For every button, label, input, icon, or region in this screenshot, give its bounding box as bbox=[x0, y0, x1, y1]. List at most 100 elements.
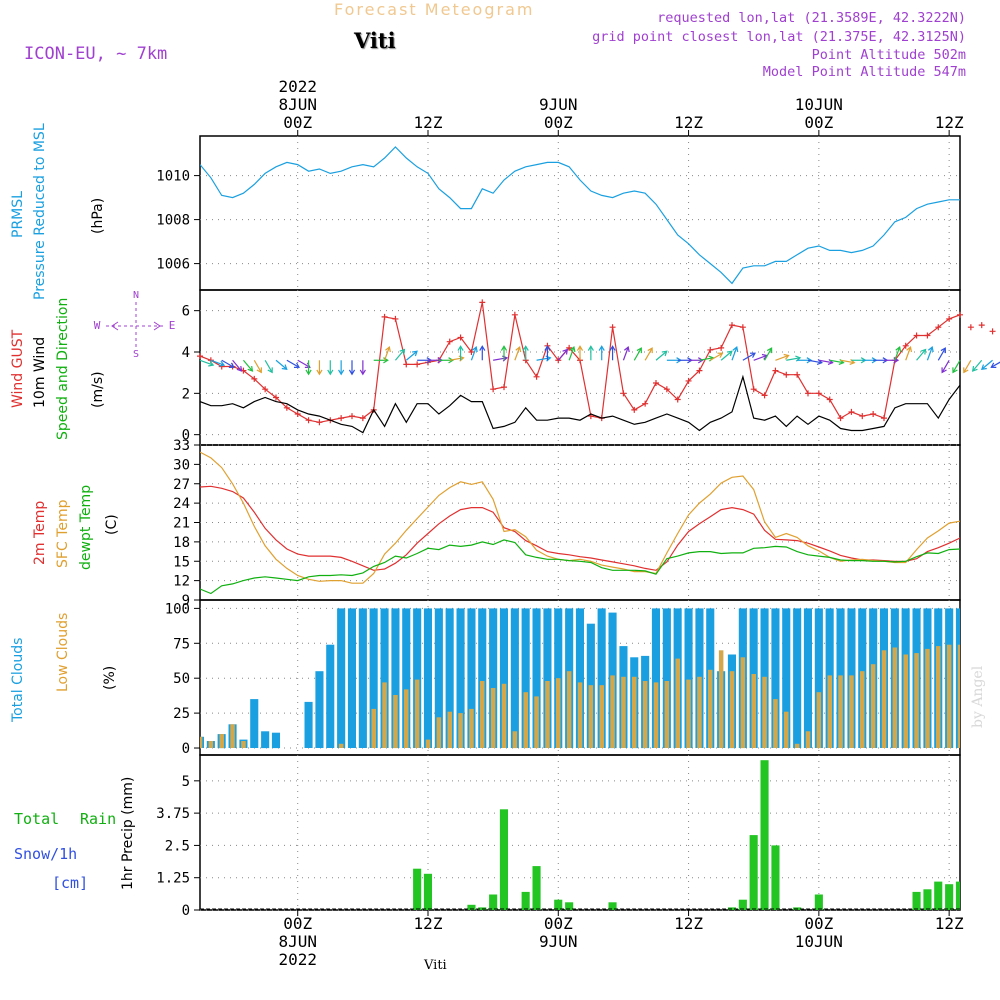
precip-snow-label: Snow/1h bbox=[14, 845, 78, 863]
gust-marker bbox=[935, 324, 942, 331]
low-clouds-bar bbox=[382, 682, 387, 748]
low-clouds-bar bbox=[838, 675, 843, 748]
rain-bar bbox=[738, 899, 747, 910]
gust-marker bbox=[197, 353, 203, 360]
wind-arrow bbox=[952, 359, 961, 373]
2m Temp-line bbox=[200, 485, 960, 571]
precip-total-label: Total bbox=[14, 810, 60, 828]
wind-arrow bbox=[926, 346, 933, 361]
low-clouds-bar bbox=[523, 692, 528, 749]
wind-arrow-head bbox=[749, 352, 756, 358]
time-label: 10JUN bbox=[795, 95, 843, 114]
y-tick-label: 0 bbox=[182, 903, 190, 919]
gust-marker bbox=[468, 349, 475, 355]
wind-arrow bbox=[840, 359, 855, 364]
rain-bar bbox=[489, 894, 498, 910]
wind-arrow-head bbox=[457, 345, 464, 351]
low-clouds-bar bbox=[632, 676, 637, 748]
wind-arrow bbox=[622, 346, 629, 361]
point-altitude: Point Altitude 502m bbox=[811, 47, 966, 63]
time-label: 2022 bbox=[278, 950, 317, 969]
low-clouds-bar bbox=[849, 675, 854, 748]
wind-arrow-head bbox=[267, 367, 273, 374]
total-clouds-bar bbox=[543, 608, 552, 748]
low-clouds-bar bbox=[751, 674, 756, 748]
wind-arrow-head bbox=[293, 362, 300, 368]
low-clouds-bar bbox=[219, 734, 224, 749]
y-tick-label: 3.75 bbox=[156, 806, 190, 822]
wind-arrow bbox=[264, 359, 273, 373]
wind-arrow-head bbox=[609, 345, 616, 351]
low-clouds-bar bbox=[512, 731, 518, 749]
gust-marker bbox=[631, 406, 638, 413]
low-clouds-bar bbox=[794, 743, 800, 748]
wind-arrow bbox=[655, 350, 668, 361]
gust-marker bbox=[696, 367, 703, 374]
total-clouds-bar bbox=[978, 608, 986, 748]
time-label: 9JUN bbox=[539, 932, 578, 951]
gust-marker bbox=[392, 315, 399, 322]
low-clouds-bar bbox=[447, 711, 452, 748]
pressure-panel: 1006 1008 1010 bbox=[156, 135, 961, 291]
gust-marker bbox=[957, 311, 963, 318]
gust-marker bbox=[848, 408, 855, 415]
low-clouds-bar bbox=[827, 675, 832, 748]
wind-arrow-head bbox=[338, 369, 345, 376]
total-clouds-bar bbox=[271, 732, 280, 749]
time-label: 12Z bbox=[935, 914, 964, 933]
rain-bar bbox=[608, 902, 617, 910]
low-clouds-bar bbox=[577, 682, 583, 748]
time-label: 10JUN bbox=[795, 932, 843, 951]
total-clouds-bar bbox=[499, 608, 508, 748]
wind-arrow-head bbox=[316, 369, 323, 376]
panel-frame bbox=[199, 135, 961, 291]
low-clouds-bar bbox=[686, 679, 691, 748]
model-label: ICON-EU, ~ 7km bbox=[24, 44, 168, 64]
time-label: 12Z bbox=[674, 914, 703, 933]
y-tick-label: 2.5 bbox=[165, 838, 190, 854]
low-clouds-bar bbox=[566, 671, 572, 748]
wind-arrow bbox=[709, 352, 723, 361]
compass-arrow-left bbox=[111, 321, 119, 331]
y-tick-label: 1.25 bbox=[156, 871, 190, 887]
time-label: 12Z bbox=[674, 113, 703, 132]
low-clouds-bar bbox=[925, 648, 930, 748]
rain-bar bbox=[760, 760, 769, 910]
time-label: 8JUN bbox=[278, 95, 317, 114]
total-clouds-bar bbox=[521, 608, 530, 748]
total-clouds-bar bbox=[423, 608, 432, 748]
low-clouds-bar bbox=[556, 678, 561, 748]
wind-arrow-head bbox=[963, 367, 969, 374]
gust-marker bbox=[446, 338, 453, 345]
rain-bar bbox=[814, 894, 823, 910]
wind-arrow-head bbox=[766, 347, 773, 354]
rain-bar bbox=[413, 868, 422, 910]
low-clouds-bar bbox=[990, 645, 995, 748]
wind-arrow bbox=[210, 359, 225, 366]
y-tick-label: 0 bbox=[182, 428, 190, 444]
rain-bar bbox=[771, 845, 780, 910]
wind-arrow-head bbox=[515, 346, 522, 353]
low-clouds-bar bbox=[892, 647, 898, 748]
gust-marker bbox=[620, 390, 627, 397]
footer-location: Viti bbox=[424, 958, 447, 973]
wind-arrow bbox=[275, 359, 288, 370]
gust-marker bbox=[381, 313, 388, 320]
gust-marker bbox=[707, 346, 714, 353]
wind-arrow bbox=[449, 357, 464, 361]
low-clouds-bar bbox=[371, 708, 376, 748]
time-label: 00Z bbox=[544, 914, 573, 933]
total-clouds-bar bbox=[445, 608, 454, 748]
clouds-panel: 0 25 50 75 100 bbox=[165, 599, 995, 757]
total-clouds-bar bbox=[478, 608, 487, 748]
location-title: Viti bbox=[354, 28, 396, 53]
gust-marker bbox=[359, 415, 366, 422]
gust-marker bbox=[870, 411, 877, 417]
rain-bar bbox=[934, 881, 943, 910]
total-clouds-bar bbox=[967, 608, 975, 748]
gust-marker bbox=[761, 392, 768, 399]
total-clouds-bar bbox=[315, 671, 324, 748]
wind-arrow-head bbox=[218, 360, 226, 367]
low-clouds-bar bbox=[718, 650, 724, 748]
